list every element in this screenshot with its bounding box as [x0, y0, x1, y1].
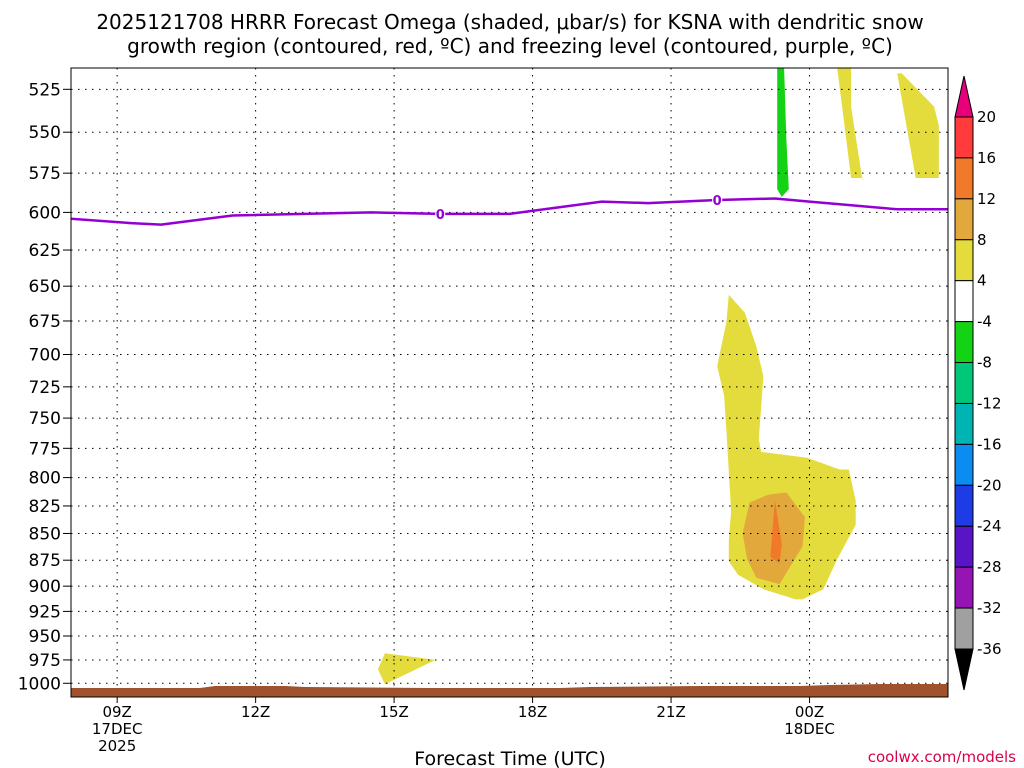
colorbar-tick-label-9: -20 — [977, 476, 1002, 494]
plot-frame — [70, 67, 949, 698]
colorbar-tick-label-12: -32 — [977, 599, 1002, 617]
colorbar-bin-5 — [954, 280, 974, 323]
freezing-level-contour — [71, 197, 948, 226]
y-tick-label-575: 575 — [29, 164, 61, 184]
plot-area: 00 — [70, 67, 949, 698]
omega-region-2 — [837, 68, 863, 182]
y-tick-label-550: 550 — [29, 123, 61, 143]
terrain-surface — [71, 684, 948, 697]
y-tick-label-875: 875 — [29, 551, 61, 571]
colorbar-tick-label-1: 16 — [977, 149, 996, 167]
colorbar-bin-6 — [954, 321, 974, 364]
y-tick-label-600: 600 — [29, 203, 61, 223]
omega-region-3 — [897, 73, 939, 178]
colorbar-bin-12 — [954, 566, 974, 609]
y-tick-label-750: 750 — [29, 409, 61, 429]
colorbar-tick-label-3: 8 — [977, 231, 987, 249]
colorbar-bottom-arrow — [954, 648, 974, 691]
colorbar-tick-label-4: 4 — [977, 272, 987, 290]
omega-region-7 — [777, 68, 789, 197]
x-axis-label: Forecast Time (UTC) — [414, 748, 605, 768]
y-tick-label-1000: 1000 — [18, 674, 61, 694]
y-tick-label-725: 725 — [29, 378, 61, 398]
y-tick-label-675: 675 — [29, 312, 61, 332]
freezing-label-bg-2 — [712, 193, 723, 208]
x-tick-label-00Z-line-1: 00Z — [795, 703, 824, 721]
colorbar-tick-label-7: -12 — [977, 394, 1002, 412]
colorbar-tick-label-13: -36 — [977, 640, 1002, 658]
colorbar-tick-label-2: 12 — [977, 190, 996, 208]
y-tick-label-925: 925 — [29, 602, 61, 622]
omega-region-1 — [378, 653, 436, 685]
y-tick-label-950: 950 — [29, 627, 61, 647]
colorbar-bin-13 — [954, 607, 974, 650]
source-credit[interactable]: coolwx.com/models — [868, 748, 1016, 766]
y-tick-label-900: 900 — [29, 577, 61, 597]
y-tick-label-975: 975 — [29, 651, 61, 671]
colorbar-bin-4 — [954, 239, 974, 282]
colorbar-tick-label-5: -4 — [977, 313, 992, 331]
y-tick-label-625: 625 — [29, 241, 61, 261]
colorbar-bin-2 — [954, 157, 974, 200]
colorbar-bin-11 — [954, 525, 974, 568]
colorbar-tick-label-6: -8 — [977, 354, 992, 372]
colorbar-tick-label-11: -28 — [977, 558, 1002, 576]
x-tick-label-09Z-line-1: 09Z — [102, 703, 131, 721]
colorbar-tick-label-8: -16 — [977, 435, 1002, 453]
colorbar-bin-8 — [954, 402, 974, 445]
freezing-label-bg-1 — [435, 206, 446, 221]
colorbar-tick-label-0: 20 — [977, 108, 996, 126]
omega-region-6 — [770, 500, 782, 564]
colorbar-top-arrow — [954, 75, 974, 118]
freezing-level-label-1: 0 — [436, 208, 445, 223]
x-tick-label-21Z-line-1: 21Z — [656, 703, 685, 721]
y-tick-label-700: 700 — [29, 345, 61, 365]
x-tick-label-00Z-line-2: 18DEC — [784, 720, 835, 738]
colorbar-bin-1 — [954, 116, 974, 159]
colorbar-bin-10 — [954, 484, 974, 527]
plot-content: 00 — [71, 68, 948, 697]
y-tick-label-800: 800 — [29, 469, 61, 489]
y-tick-label-650: 650 — [29, 277, 61, 297]
colorbar-bin-7 — [954, 362, 974, 404]
y-axis: 525 550 575 600 625 650 675 700 725 750 775 800 825 8… — [18, 80, 71, 694]
chart-title-line-1: 2025121708 HRRR Forecast Omega (shaded, … — [96, 10, 923, 34]
y-tick-label-850: 850 — [29, 524, 61, 544]
x-tick-label-15Z-line-1: 15Z — [379, 703, 408, 721]
x-tick-label-09Z-line-2: 17DEC — [92, 720, 143, 738]
x-tick-label-18Z-line-1: 18Z — [518, 703, 547, 721]
colorbar-legend: 20 16 12 8 4 -4 -8 -12 -16 -20 -24 -28 -32 -36 — [954, 75, 1002, 691]
colorbar-tick-label-10: -24 — [977, 517, 1002, 535]
y-tick-label-775: 775 — [29, 439, 61, 459]
y-tick-label-525: 525 — [29, 80, 61, 100]
colorbar-bin-9 — [954, 443, 974, 486]
chart-title-line-2: growth region (contoured, red, ºC) and f… — [127, 34, 893, 58]
freezing-level-label-2: 0 — [713, 194, 722, 209]
colorbar-bin-3 — [954, 198, 974, 241]
x-tick-label-12Z-line-1: 12Z — [241, 703, 270, 721]
x-tick-label-09Z-line-3: 2025 — [98, 737, 136, 755]
y-tick-label-825: 825 — [29, 497, 61, 517]
